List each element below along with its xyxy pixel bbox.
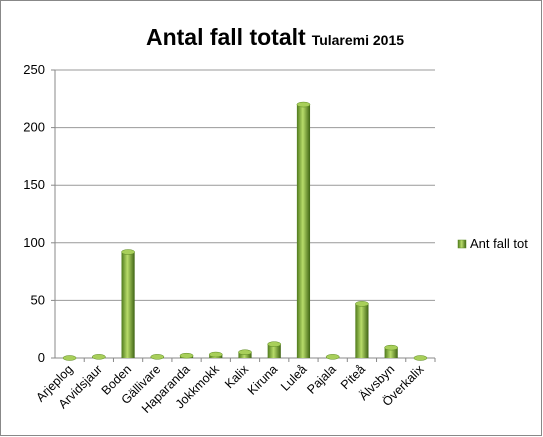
bar-cap (413, 355, 428, 361)
bar-cap (267, 341, 282, 347)
bar-cap (208, 351, 223, 358)
legend-swatch (457, 239, 467, 249)
y-tick-label: 0 (38, 350, 45, 365)
bar-cap (121, 249, 135, 255)
bar-cap (384, 344, 398, 351)
bar-cap (92, 354, 106, 360)
bar-cap (238, 349, 252, 355)
bar (121, 252, 135, 358)
bar (355, 303, 369, 358)
bar-cap (296, 101, 311, 108)
bar-cap (62, 355, 77, 361)
y-tick-label: 50 (31, 292, 45, 307)
bar (296, 104, 311, 358)
y-tick-label: 150 (23, 177, 45, 192)
y-tick-label: 200 (23, 120, 45, 135)
title: Antal fall totalt (146, 24, 306, 50)
bar-cap (150, 354, 165, 360)
bar (238, 352, 252, 358)
bar-cap (325, 354, 340, 360)
subtitle: Tularemi 2015 (312, 32, 405, 48)
bar (384, 347, 398, 358)
y-tick-label: 250 (23, 62, 45, 77)
chart-title: Antal fall totalt Tularemi 2015 (146, 24, 404, 50)
legend-label: Ant fall tot (470, 236, 528, 251)
bar-cap (179, 352, 194, 359)
y-tick-label: 100 (23, 235, 45, 250)
bar-cap (355, 301, 369, 307)
bar (267, 344, 281, 358)
